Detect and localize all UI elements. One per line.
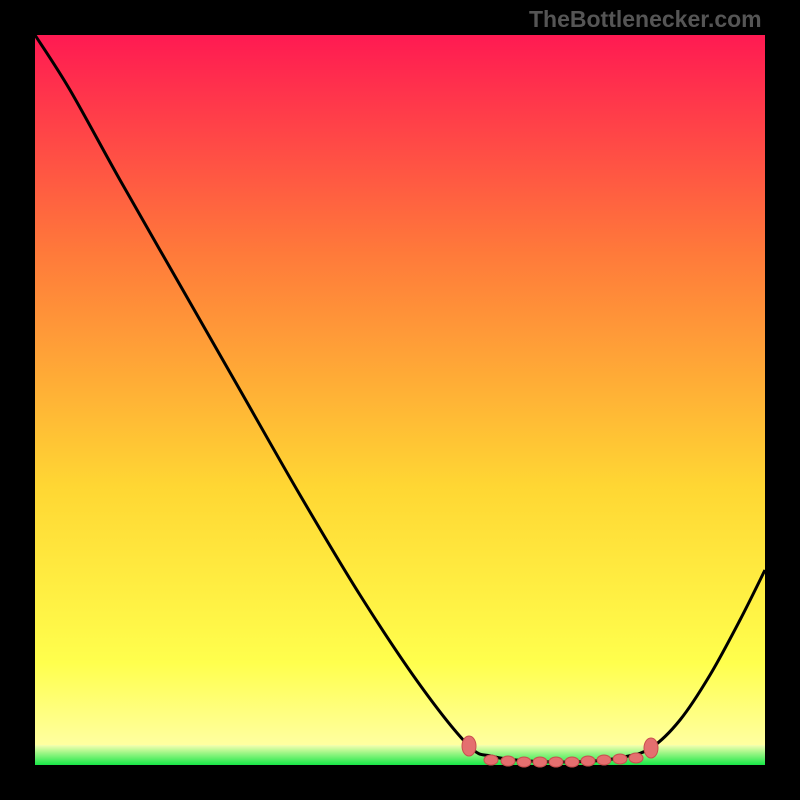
marker-small <box>549 757 563 767</box>
marker-large <box>644 738 658 758</box>
marker-small <box>533 757 547 767</box>
bottleneck-chart <box>0 0 800 800</box>
marker-small <box>581 756 595 766</box>
marker-small <box>629 753 643 763</box>
marker-large <box>462 736 476 756</box>
marker-small <box>501 756 515 766</box>
marker-small <box>597 755 611 765</box>
marker-small <box>517 757 531 767</box>
marker-small <box>613 754 627 764</box>
marker-small <box>565 757 579 767</box>
watermark-text: TheBottlenecker.com <box>529 6 762 33</box>
marker-small <box>484 755 498 765</box>
